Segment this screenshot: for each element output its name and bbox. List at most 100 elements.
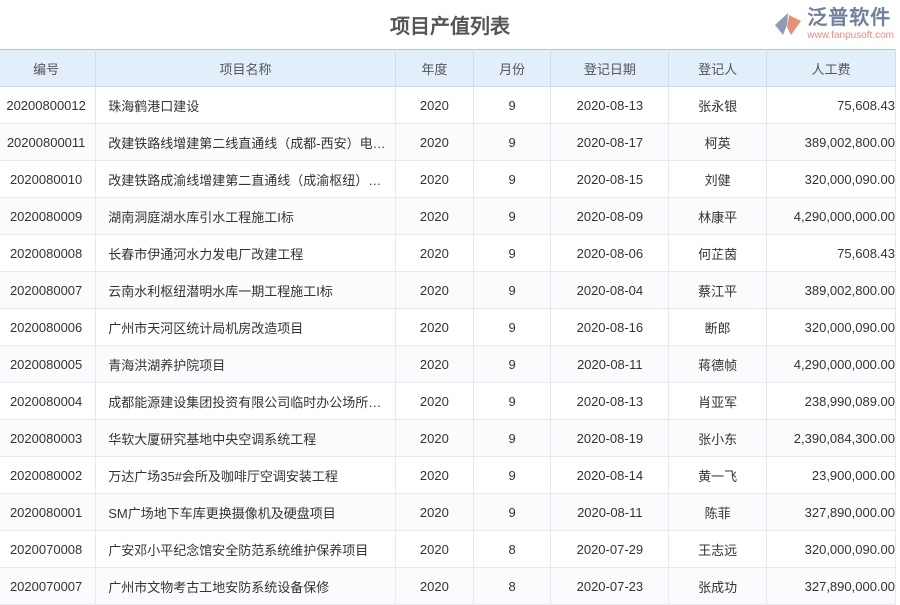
cell-year: 2020 bbox=[394, 86, 474, 124]
cell-year: 2020 bbox=[394, 530, 474, 568]
cell-labor-cost: 320,000,090.00 bbox=[766, 308, 896, 346]
cell-id[interactable]: 2020080010 bbox=[0, 160, 97, 198]
column-header-labor-cost[interactable]: 人工费 bbox=[766, 49, 896, 87]
table-row[interactable]: 20200800011 改建铁路线增建第二线直通线（成都-西安）电… 2020 9 20… bbox=[0, 123, 896, 161]
table-row[interactable]: 2020080002 万达广场35#会所及咖啡厅空调安装工程 2020 9 2020-0… bbox=[0, 456, 896, 494]
cell-labor-cost: 389,002,800.00 bbox=[766, 123, 896, 161]
cell-labor-cost: 320,000,090.00 bbox=[766, 160, 896, 198]
watermark-logo: 泛普软件 www.fanpusoft.com bbox=[773, 2, 894, 46]
cell-month: 9 bbox=[472, 456, 552, 494]
cell-name[interactable]: 湖南洞庭湖水库引水工程施工I标 bbox=[95, 197, 396, 235]
table-row[interactable]: 2020080009 湖南洞庭湖水库引水工程施工I标 2020 9 2020-08-09… bbox=[0, 197, 896, 235]
cell-date: 2020-07-29 bbox=[550, 530, 670, 568]
cell-registrant[interactable]: 何芷茵 bbox=[668, 234, 768, 272]
cell-id[interactable]: 2020080001 bbox=[0, 493, 97, 531]
cell-registrant[interactable]: 刘健 bbox=[668, 160, 768, 198]
table-row[interactable]: 2020070007 广州市文物考古工地安防系统设备保修 2020 8 2020-07-… bbox=[0, 567, 896, 605]
cell-id[interactable]: 2020080006 bbox=[0, 308, 97, 346]
cell-name[interactable]: 改建铁路成渝线增建第二直通线（成渝枢纽）… bbox=[95, 160, 396, 198]
cell-date: 2020-08-13 bbox=[550, 86, 670, 124]
cell-name[interactable]: 万达广场35#会所及咖啡厅空调安装工程 bbox=[95, 456, 396, 494]
cell-id[interactable]: 20200800012 bbox=[0, 86, 97, 124]
cell-labor-cost: 4,290,000,000.00 bbox=[766, 345, 896, 383]
cell-id[interactable]: 20200800011 bbox=[0, 123, 97, 161]
cell-id[interactable]: 2020070008 bbox=[0, 530, 97, 568]
column-header-date[interactable]: 登记日期 bbox=[550, 49, 670, 87]
cell-month: 9 bbox=[472, 160, 552, 198]
cell-registrant[interactable]: 张小东 bbox=[668, 419, 768, 457]
table-row[interactable]: 2020080007 云南水利枢纽潜明水库一期工程施工I标 2020 9 2020-08… bbox=[0, 271, 896, 309]
table-row[interactable]: 2020070008 广安邓小平纪念馆安全防范系统维护保养项目 2020 8 2020-… bbox=[0, 530, 896, 568]
cell-month: 8 bbox=[472, 567, 552, 605]
table-row[interactable]: 2020080008 长春市伊通河水力发电厂改建工程 2020 9 2020-08-06… bbox=[0, 234, 896, 272]
logo-url: www.fanpusoft.com bbox=[807, 29, 894, 41]
table-row[interactable]: 2020080003 华软大厦研究基地中央空调系统工程 2020 9 2020-08-1… bbox=[0, 419, 896, 457]
cell-id[interactable]: 2020080009 bbox=[0, 197, 97, 235]
cell-registrant[interactable]: 肖亚军 bbox=[668, 382, 768, 420]
cell-name[interactable]: 云南水利枢纽潜明水库一期工程施工I标 bbox=[95, 271, 396, 309]
cell-name[interactable]: SM广场地下车库更换摄像机及硬盘项目 bbox=[95, 493, 396, 531]
cell-registrant[interactable]: 林康平 bbox=[668, 197, 768, 235]
cell-name[interactable]: 广州市天河区统计局机房改造项目 bbox=[95, 308, 396, 346]
cell-labor-cost: 320,000,090.00 bbox=[766, 530, 896, 568]
cell-year: 2020 bbox=[394, 567, 474, 605]
column-header-id[interactable]: 编号 bbox=[0, 49, 97, 87]
cell-registrant[interactable]: 王志远 bbox=[668, 530, 768, 568]
cell-labor-cost: 4,290,000,000.00 bbox=[766, 197, 896, 235]
cell-month: 9 bbox=[472, 86, 552, 124]
cell-date: 2020-08-17 bbox=[550, 123, 670, 161]
cell-labor-cost: 238,990,089.00 bbox=[766, 382, 896, 420]
table-row[interactable]: 20200800012 珠海鹤港口建设 2020 9 2020-08-13 张永银 75,6… bbox=[0, 86, 896, 124]
cell-id[interactable]: 2020080002 bbox=[0, 456, 97, 494]
cell-registrant[interactable]: 张永银 bbox=[668, 86, 768, 124]
cell-id[interactable]: 2020080007 bbox=[0, 271, 97, 309]
cell-id[interactable]: 2020080008 bbox=[0, 234, 97, 272]
cell-id[interactable]: 2020080003 bbox=[0, 419, 97, 457]
cell-registrant[interactable]: 蒋德帧 bbox=[668, 345, 768, 383]
cell-date: 2020-08-16 bbox=[550, 308, 670, 346]
cell-date: 2020-08-14 bbox=[550, 456, 670, 494]
cell-name[interactable]: 青海洪湖养护院项目 bbox=[95, 345, 396, 383]
table-row[interactable]: 2020080005 青海洪湖养护院项目 2020 9 2020-08-11 蒋德帧 4,2… bbox=[0, 345, 896, 383]
cell-id[interactable]: 2020080005 bbox=[0, 345, 97, 383]
cell-name[interactable]: 改建铁路线增建第二线直通线（成都-西安）电… bbox=[95, 123, 396, 161]
cell-name[interactable]: 成都能源建设集团投资有限公司临时办公场所… bbox=[95, 382, 396, 420]
cell-year: 2020 bbox=[394, 419, 474, 457]
cell-date: 2020-08-04 bbox=[550, 271, 670, 309]
table-row[interactable]: 2020080010 改建铁路成渝线增建第二直通线（成渝枢纽）… 2020 9 2020… bbox=[0, 160, 896, 198]
project-output-table: 编号 项目名称 年度 月份 登记日期 登记人 人工费 20200800012 珠海鹤港口建设 2… bbox=[0, 49, 896, 605]
cell-registrant[interactable]: 断郎 bbox=[668, 308, 768, 346]
table-row[interactable]: 2020080001 SM广场地下车库更换摄像机及硬盘项目 2020 9 2020-08… bbox=[0, 493, 896, 531]
cell-name[interactable]: 长春市伊通河水力发电厂改建工程 bbox=[95, 234, 396, 272]
page-title: 项目产值列表 bbox=[390, 16, 510, 38]
cell-registrant[interactable]: 柯英 bbox=[668, 123, 768, 161]
cell-name[interactable]: 广州市文物考古工地安防系统设备保修 bbox=[95, 567, 396, 605]
column-header-month[interactable]: 月份 bbox=[472, 49, 552, 87]
cell-id[interactable]: 2020080004 bbox=[0, 382, 97, 420]
cell-date: 2020-08-19 bbox=[550, 419, 670, 457]
cell-month: 9 bbox=[472, 493, 552, 531]
column-header-registrant[interactable]: 登记人 bbox=[668, 49, 768, 87]
cell-date: 2020-08-13 bbox=[550, 382, 670, 420]
logo-words: 泛普软件 www.fanpusoft.com bbox=[807, 8, 894, 41]
cell-date: 2020-08-11 bbox=[550, 493, 670, 531]
cell-registrant[interactable]: 陈菲 bbox=[668, 493, 768, 531]
cell-month: 9 bbox=[472, 271, 552, 309]
column-header-name[interactable]: 项目名称 bbox=[95, 49, 396, 87]
cell-registrant[interactable]: 黄一飞 bbox=[668, 456, 768, 494]
cell-name[interactable]: 华软大厦研究基地中央空调系统工程 bbox=[95, 419, 396, 457]
cell-registrant[interactable]: 蔡江平 bbox=[668, 271, 768, 309]
cell-month: 9 bbox=[472, 308, 552, 346]
cell-date: 2020-08-11 bbox=[550, 345, 670, 383]
table-row[interactable]: 2020080004 成都能源建设集团投资有限公司临时办公场所… 2020 9 2020… bbox=[0, 382, 896, 420]
cell-month: 9 bbox=[472, 123, 552, 161]
cell-year: 2020 bbox=[394, 197, 474, 235]
cell-name[interactable]: 珠海鹤港口建设 bbox=[95, 86, 396, 124]
cell-name[interactable]: 广安邓小平纪念馆安全防范系统维护保养项目 bbox=[95, 530, 396, 568]
cell-registrant[interactable]: 张成功 bbox=[668, 567, 768, 605]
logo-text: 泛普软件 bbox=[807, 6, 892, 29]
cell-month: 9 bbox=[472, 234, 552, 272]
cell-id[interactable]: 2020070007 bbox=[0, 567, 97, 605]
table-row[interactable]: 2020080006 广州市天河区统计局机房改造项目 2020 9 2020-08-16… bbox=[0, 308, 896, 346]
column-header-year[interactable]: 年度 bbox=[394, 49, 474, 87]
